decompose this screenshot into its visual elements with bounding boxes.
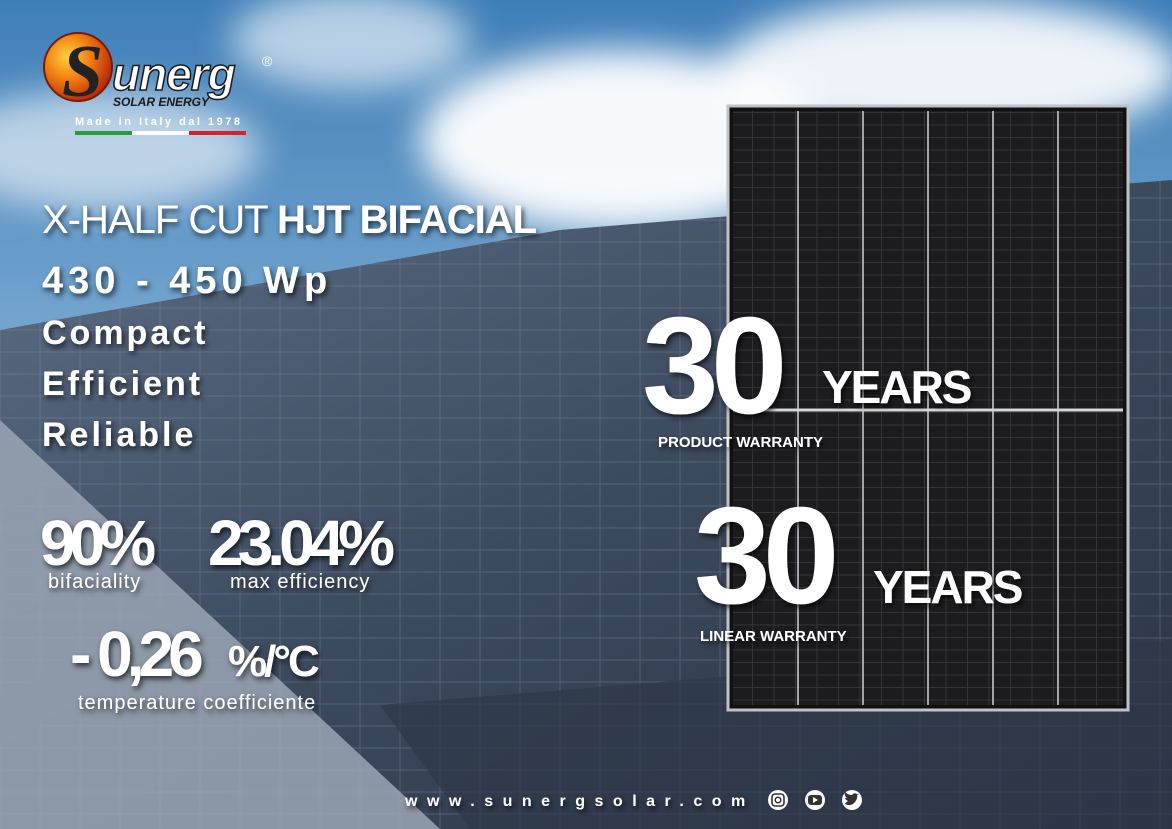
logo-name: unerg [112,48,236,100]
headline-light: X-HALF CUT [42,198,268,242]
stat-value: - 0,26 [70,618,202,690]
headline: X-HALF CUT HJT BIFACIAL [42,198,537,242]
logo-origin: Made in Italy dal 1978 [75,116,243,128]
warranty-years: 30 [642,289,783,443]
warranty-label: PRODUCT WARRANTY [658,434,823,451]
feature: Efficient [42,365,203,403]
roof-walkway [0,420,440,829]
stat-unit: %/°C [228,637,319,686]
stat-label: bifaciality [48,571,141,593]
logo: S unerg ® SOLAR ENERGY Made in Italy dal… [43,31,273,135]
warranty-unit: YEARS [873,561,1022,613]
logo-initial: S [62,31,103,113]
social-icons [768,790,862,810]
warranty-unit: YEARS [822,361,971,413]
solar-panel [726,104,1130,712]
stat-label: max efficiency [230,571,370,593]
warranty-label: LINEAR WARRANTY [700,628,847,645]
instagram-icon[interactable] [768,790,788,810]
logo-tagline: SOLAR ENERGY [113,95,210,109]
power-range: 430 - 450 Wp [42,260,332,302]
stat-value: 90% [40,507,155,579]
feature: Compact [42,314,208,352]
stat-value: 23.04% [208,507,394,579]
website: www.sunergsolar.com [404,793,755,810]
stat-label: temperature coefficiente [78,692,316,714]
logo-registered: ® [262,53,273,69]
warranty-years: 30 [694,479,835,633]
feature: Reliable [42,416,196,454]
headline-bold: HJT BIFACIAL [277,198,537,242]
